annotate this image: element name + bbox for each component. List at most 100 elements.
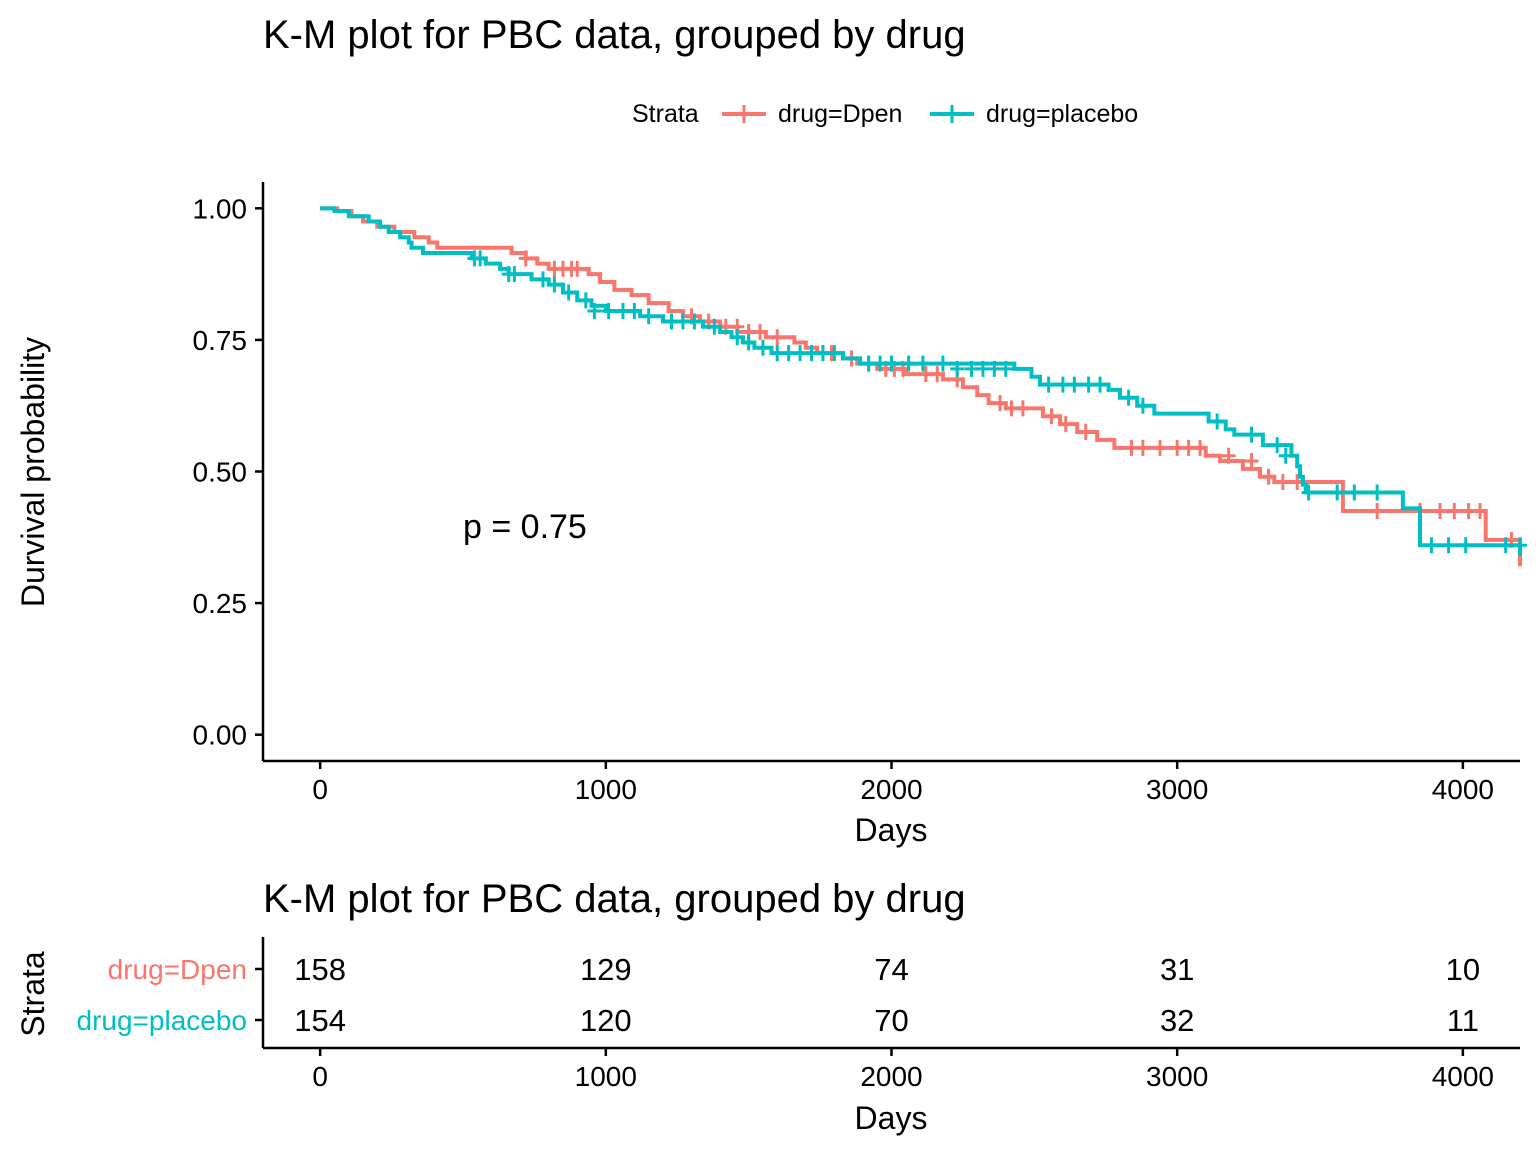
censor-mark [741,334,756,351]
legend-label: drug=Dpen [778,100,902,128]
censor-mark [561,284,576,301]
table-cell: 10 [1446,952,1480,987]
censor-mark [770,329,785,346]
legend: Strata drug=Dpen drug=placebo [632,100,1138,128]
y-tick-label: 0.75 [193,325,248,356]
censor-mark [627,302,642,319]
x-tick-label: 3000 [1146,774,1208,805]
table-x-tick-label: 1000 [575,1061,637,1092]
censor-mark [518,250,533,267]
x-tick-label: 1000 [575,774,637,805]
table-cell: 31 [1160,952,1194,987]
censor-mark [1244,452,1259,469]
censor-mark [687,313,702,330]
risk-table-title: K-M plot for PBC data, grouped by drug [263,877,966,921]
censor-mark [707,318,722,335]
y-tick-label: 0.25 [193,588,248,619]
censor-mark [1498,537,1513,554]
censor-mark [1210,413,1225,430]
censor-mark [993,395,1008,412]
censor-mark [547,276,562,293]
y-axis-title: Durvival probability [15,337,51,607]
table-cell: 74 [874,952,908,987]
table-x-axis-title: Days [855,1100,928,1136]
censor-mark [1458,537,1473,554]
censor-mark [753,324,768,341]
plot-title: K-M plot for PBC data, grouped by drug [263,13,966,57]
censor-mark [1058,416,1073,433]
p-value-annotation: p = 0.75 [463,508,587,546]
censor-mark [1153,439,1168,456]
survival-plot: 0.00 0.25 0.50 0.75 1.00 0 1000 2000 3000 4000 p … [15,182,1527,848]
censor-mark [1433,502,1448,519]
censor-mark [1261,468,1276,485]
legend-entry-1: drug=Dpen [722,100,902,128]
censor-mark [1278,447,1293,464]
censor-mark [1370,502,1385,519]
table-row-label: drug=Dpen [108,954,247,985]
censor-mark [1078,424,1093,441]
legend-label: drug=placebo [986,100,1138,128]
censor-mark [1121,389,1136,406]
censor-mark [950,360,965,377]
x-tick-label: 0 [312,774,328,805]
table-cell: 32 [1160,1003,1194,1038]
table-x-tick-label: 2000 [860,1061,922,1092]
censor-mark [755,339,770,356]
censor-mark [1330,484,1345,501]
table-cell: 154 [294,1003,346,1038]
censor-mark [1473,502,1487,519]
y-tick-label: 0.00 [193,720,248,751]
censor-mark [1015,400,1030,417]
censor-mark [1067,376,1082,393]
table-row-label: drug=placebo [77,1005,247,1036]
legend-entry-2: drug=placebo [930,100,1138,128]
censor-mark [1093,376,1108,393]
censor-mark [1275,474,1290,491]
risk-table: K-M plot for PBC data, grouped by drug 0… [15,877,1520,1136]
censor-mark [1244,426,1259,443]
censor-mark [1221,447,1236,464]
censor-mark [1041,376,1056,393]
table-cell: 11 [1447,1003,1479,1038]
censor-mark [1193,439,1208,456]
censor-mark [535,271,550,288]
km-curve [320,206,1522,567]
censor-mark [901,355,916,372]
table-cell: 129 [580,952,632,987]
y-tick-label: 0.50 [193,457,248,488]
table-x-tick-label: 0 [312,1061,328,1092]
censor-mark [930,366,945,383]
censor-mark [1513,537,1527,554]
table-cell: 70 [874,1003,908,1038]
censor-mark [1301,484,1316,501]
x-axis-title: Days [855,812,928,848]
censor-mark [587,302,602,319]
table-x-tick-label: 3000 [1146,1061,1208,1092]
censor-mark [641,308,656,325]
censor-mark [1370,484,1385,501]
censor-mark [1347,484,1362,501]
censor-mark [578,292,593,309]
table-cell: 158 [294,952,346,987]
series-2 [320,206,1527,556]
x-tick-label: 4000 [1432,774,1494,805]
censor-mark [915,355,930,372]
censor-mark [507,266,522,283]
censor-mark [884,355,899,372]
table-y-axis-title: Strata [15,951,51,1037]
censor-mark [473,250,488,267]
censor-mark [1270,437,1285,454]
km-curve [320,206,1522,556]
censor-mark [1441,537,1456,554]
censor-mark [1135,439,1150,456]
legend-title: Strata [632,100,699,128]
censor-mark [601,302,616,319]
censor-mark [827,345,842,362]
censor-mark [998,360,1013,377]
censor-mark [570,260,585,277]
censor-mark [1447,502,1462,519]
censor-mark [1044,408,1059,425]
y-tick-label: 1.00 [193,193,248,224]
